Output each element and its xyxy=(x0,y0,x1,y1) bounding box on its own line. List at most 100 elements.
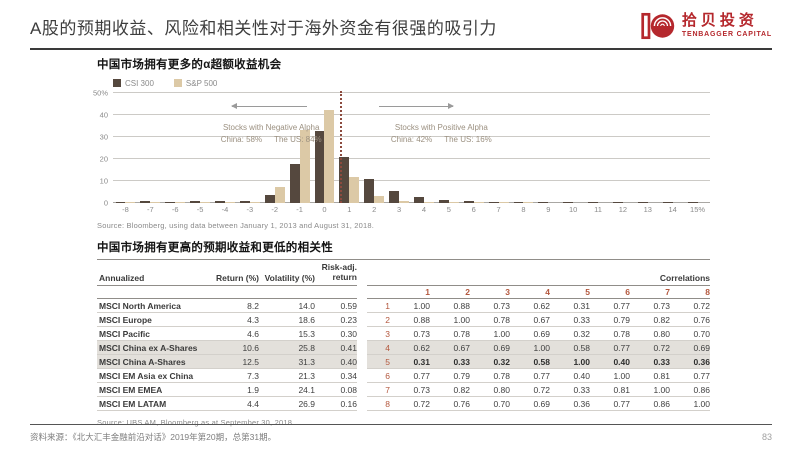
corr-value: 0.67 xyxy=(453,342,470,353)
returns-correlations-table: Annualized Return (%) Volatility (%) Ris… xyxy=(97,259,710,411)
x-tick-label: 14 xyxy=(668,205,677,214)
corr-value: 0.88 xyxy=(453,300,470,311)
corr-value: 0.36 xyxy=(573,398,590,409)
bar xyxy=(613,202,623,203)
row-correlations: 1 1.00 0.88 0.73 0.62 0.31 0.77 0.73 0.72 xyxy=(367,299,710,313)
row-number: 6 xyxy=(385,370,390,381)
x-tick-label: 6 xyxy=(471,205,476,214)
row-risk-adj: 0.40 xyxy=(340,356,357,367)
row-return: 10.6 xyxy=(242,342,259,353)
table-row: MSCI China ex A-Shares 10.6 25.8 0.41 4 0.62 0… xyxy=(97,341,710,355)
bar xyxy=(473,202,484,203)
bar-group xyxy=(287,93,312,203)
x-tick-label: -5 xyxy=(196,205,204,214)
row-return: 4.4 xyxy=(247,398,259,409)
logo-name-cn: 拾贝投资 xyxy=(681,12,758,30)
corr-value: 0.82 xyxy=(653,314,670,325)
row-number: 1 xyxy=(385,300,390,311)
csi300-swatch xyxy=(113,79,121,87)
page-number: 83 xyxy=(761,432,772,442)
bar xyxy=(588,202,599,203)
row-number: 5 xyxy=(385,356,390,367)
negative-alpha-us: The US: 84% xyxy=(274,135,322,145)
slide-footer: 资料来源：《北大汇丰金融前沿对话》2019年第20期，总第31期。 83 xyxy=(30,431,772,443)
row-number: 3 xyxy=(385,328,390,339)
table-top-rule xyxy=(97,259,710,260)
corr-value: 0.69 xyxy=(533,328,550,339)
corr-value: 0.78 xyxy=(613,328,630,339)
corr-value: 1.00 xyxy=(413,300,430,311)
chart-source-note: Source: Bloomberg, using data between Ja… xyxy=(97,221,375,230)
corr-value: 0.33 xyxy=(573,384,590,395)
row-return: 12.5 xyxy=(242,356,259,367)
bar xyxy=(314,131,325,203)
row-left: MSCI China A-Shares 12.5 31.3 0.40 xyxy=(97,355,357,369)
col-return: Return (%) xyxy=(216,273,259,283)
corr-value: 0.72 xyxy=(693,300,710,311)
corr-value: 1.00 xyxy=(533,342,550,353)
corr-value: 0.72 xyxy=(533,384,550,395)
row-return: 7.3 xyxy=(247,370,259,381)
bar xyxy=(637,202,648,203)
bar-group xyxy=(536,93,561,203)
x-tick-label: 10 xyxy=(569,205,578,214)
col-volatility: Volatility (%) xyxy=(264,273,315,283)
row-risk-adj: 0.41 xyxy=(340,342,357,353)
bar xyxy=(289,164,300,203)
bar xyxy=(125,202,136,203)
row-correlations: 7 0.73 0.82 0.80 0.72 0.33 0.81 1.00 0.86 xyxy=(367,383,710,397)
y-tick-label: 20 xyxy=(99,154,108,164)
bar xyxy=(423,202,434,203)
corr-value: 0.81 xyxy=(653,370,670,381)
bar xyxy=(687,202,698,203)
corr-column-number: 1 xyxy=(425,287,430,297)
bar-group xyxy=(362,93,387,203)
row-return: 4.6 xyxy=(247,328,259,339)
bar xyxy=(190,201,201,203)
corr-value: 0.86 xyxy=(693,384,710,395)
row-correlations: 2 0.88 1.00 0.78 0.67 0.33 0.79 0.82 0.76 xyxy=(367,313,710,327)
bar-group xyxy=(387,93,412,203)
row-risk-adj: 0.08 xyxy=(340,384,357,395)
bar xyxy=(488,202,499,203)
x-tick-label: 3 xyxy=(396,205,402,214)
negative-alpha-annotation: Stocks with Negative Alpha China: 58% Th… xyxy=(203,122,340,147)
bar xyxy=(513,202,524,203)
positive-alpha-us: The US: 16% xyxy=(444,135,492,145)
bar xyxy=(538,202,549,203)
company-logo: 拾贝投资 TENBAGGER CAPITAL xyxy=(640,8,772,44)
bar xyxy=(249,202,260,203)
x-tick-label: -7 xyxy=(146,205,154,214)
bar xyxy=(662,202,673,203)
legend-item-csi300: CSI 300 xyxy=(113,79,154,88)
bar-group xyxy=(312,93,337,203)
correlation-column-numbers: 1 2 3 4 5 6 7 8 xyxy=(367,286,710,299)
corr-value: 0.78 xyxy=(493,370,510,381)
table-gap xyxy=(357,313,367,327)
corr-value: 1.00 xyxy=(693,398,710,409)
corr-value: 0.79 xyxy=(453,370,470,381)
corr-value: 1.00 xyxy=(613,370,630,381)
corr-value: 0.32 xyxy=(573,328,590,339)
bar xyxy=(200,202,210,203)
corr-column-number: 8 xyxy=(705,287,710,297)
row-volatility: 15.3 xyxy=(298,328,315,339)
col-annualized: Annualized xyxy=(99,273,145,283)
corr-value: 0.76 xyxy=(453,398,470,409)
corr-value: 0.78 xyxy=(453,328,470,339)
corr-value: 0.33 xyxy=(653,356,670,367)
row-name: MSCI EM Asia ex China xyxy=(99,370,194,381)
negative-alpha-title: Stocks with Negative Alpha xyxy=(222,123,320,132)
col-risk-adj: Risk-adj. return xyxy=(321,262,357,283)
corr-value: 0.73 xyxy=(413,328,430,339)
col-correlations: Correlations xyxy=(659,273,710,283)
row-volatility: 24.1 xyxy=(298,384,315,395)
bar-group xyxy=(635,93,660,203)
y-tick-label: 10 xyxy=(99,176,108,186)
x-tick-label: -1 xyxy=(296,205,303,214)
bar-group xyxy=(412,93,437,203)
logo-text: 拾贝投资 TENBAGGER CAPITAL xyxy=(682,12,772,40)
row-left: MSCI Europe 4.3 18.6 0.23 xyxy=(97,313,357,327)
table-gap xyxy=(357,341,367,355)
bar-group xyxy=(237,93,262,203)
